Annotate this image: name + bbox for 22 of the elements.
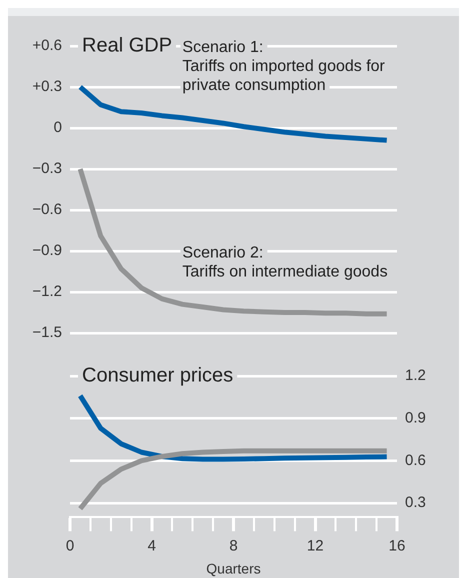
series-label: Scenario 1: Tariffs on imported goods for private consumption: [182, 38, 386, 94]
chart-title: Real GDP: [82, 34, 172, 57]
y-tick-label: −1.2: [32, 283, 62, 300]
x-tick-label: 4: [148, 537, 156, 554]
y-tick-label: 0: [54, 119, 62, 136]
y2-tick-label: 0.9: [405, 410, 426, 426]
x-tick-label: 8: [229, 537, 238, 554]
y-tick-label: +0.3: [32, 78, 62, 96]
y-tick-label: −0.6: [32, 201, 62, 218]
y2-tick-label: 1.2: [405, 367, 426, 384]
y2-tick-label: 0.6: [405, 452, 426, 469]
y-tick-label: +0.6: [32, 37, 62, 54]
y-tick-label: −0.3: [32, 160, 62, 178]
x-axis-title: Quarters: [206, 560, 261, 576]
y-tick-label: −1.5: [32, 324, 62, 342]
y-tick-label: −0.9: [32, 242, 62, 260]
y2-tick-label: 0.3: [405, 494, 426, 512]
x-tick-label: 12: [306, 537, 324, 554]
x-tick-label: 16: [388, 537, 406, 554]
chart-title: Consumer prices: [82, 364, 234, 387]
x-tick-label: 0: [66, 537, 74, 554]
series-label: Scenario 2: Tariffs on intermediate goods: [182, 244, 388, 280]
